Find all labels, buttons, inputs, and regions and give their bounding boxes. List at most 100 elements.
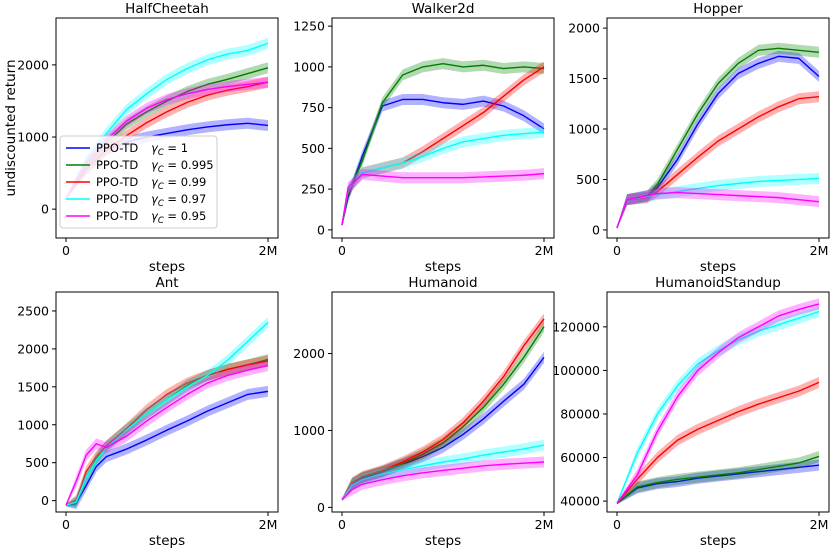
series-line-3 [341,131,545,226]
y-axis-label: undiscounted return [3,60,19,197]
panel-title: Walker2d [412,1,475,17]
y-tick-label: 1250 [293,19,325,34]
series-band-3 [66,316,268,508]
series-band-3 [342,126,544,227]
panel-ant: Ant 0 500 1000 1500 2000 2500 0 2M steps [17,275,279,549]
panel-title: Humanoid [408,275,477,291]
series-line-2 [616,96,820,229]
x-axis-label: steps [700,533,736,549]
series-band-2 [617,376,819,505]
y-tick-label: 1000 [568,122,600,137]
y-tick-label: 500 [25,455,49,470]
x-tick-label: 2M [535,243,554,258]
series-band-2 [66,76,268,200]
series-band-0 [342,93,544,227]
legend-method-label: PPO-TD [96,175,138,189]
y-tick-label: 1000 [293,423,325,438]
series-band-3 [66,37,268,200]
legend-item: PPO-TD γC = 1 [66,141,188,158]
y-tick-label: 2500 [17,303,49,318]
panel-title: Ant [155,275,178,291]
series-line-4 [341,172,545,226]
x-tick-label: 2M [535,517,554,532]
legend: PPO-TD γC = 1 PPO-TD γC = 0.995 PPO-TD γC = 0… [59,135,218,229]
axes-frame [606,291,830,513]
series-band-4 [342,168,544,227]
y-tick-label: 2000 [568,21,600,36]
series-band-0 [342,351,544,501]
series-band-4 [342,456,544,501]
legend-method-label: PPO-TD [96,209,138,223]
y-tick-label: 2000 [293,346,325,361]
legend-method-label: PPO-TD [96,158,138,172]
y-tick-label: 500 [576,172,600,187]
panel-title: Hopper [693,1,743,17]
series-band-4 [617,187,819,230]
y-tick-label: 1000 [293,59,325,74]
x-axis-label: steps [700,259,736,275]
series-line-0 [341,98,545,226]
legend-gamma-label: γC = 0.97 [151,192,206,209]
axes-frame [55,17,279,239]
x-tick-label: 0 [613,243,621,258]
x-axis-label: steps [149,533,185,549]
series-band-1 [66,354,268,508]
legend-gamma-label: γC = 0.95 [151,209,206,226]
x-axis-label: steps [425,259,461,275]
x-tick-label: 0 [613,517,621,532]
series-band-0 [66,385,268,510]
series-band-1 [66,62,268,200]
series-group [65,316,269,510]
series-band-3 [617,172,819,230]
x-tick-label: 0 [62,517,70,532]
x-tick-label: 0 [338,243,346,258]
legend-item: PPO-TD γC = 0.995 [66,158,214,175]
axes-frame [606,17,830,239]
y-tick-label: 1000 [17,417,49,432]
y-tick-label: 0 [592,222,600,237]
series-band-3 [342,439,544,501]
x-tick-label: 2M [810,243,829,258]
panel-title: HalfCheetah [125,1,209,17]
series-band-4 [66,360,268,507]
axes-frame [331,291,555,513]
y-tick-label: 500 [301,141,325,156]
legend-gamma-label: γC = 0.995 [151,158,214,175]
y-tick-label: 2000 [17,341,49,356]
panel-humanoidstandup: HumanoidStandup 40000 60000 80000 100000 1200… [552,275,830,549]
y-tick-label: 60000 [560,450,600,465]
panel-title: HumanoidStandup [655,275,781,291]
series-band-3 [617,306,819,505]
legend-item: PPO-TD γC = 0.99 [66,175,206,192]
legend-method-label: PPO-TD [96,141,138,155]
x-tick-label: 2M [810,517,829,532]
y-tick-label: 120000 [552,319,600,334]
legend-method-label: PPO-TD [96,192,138,206]
x-tick-label: 0 [62,243,70,258]
x-axis-label: steps [425,533,461,549]
x-axis-label: steps [149,259,185,275]
series-band-2 [342,313,544,501]
series-line-1 [341,62,545,226]
series-band-0 [66,117,268,200]
panel-walker2d: Walker2d 0 250 500 750 1000 1250 0 2M steps [293,1,555,275]
legend-item: PPO-TD γC = 0.95 [66,209,206,226]
series-line-4 [616,191,820,229]
y-tick-label: 250 [301,182,325,197]
panel-humanoid: Humanoid 0 1000 2000 0 2M steps [293,275,555,549]
legend-gamma-label: γC = 0.99 [151,175,206,192]
x-tick-label: 2M [259,517,278,532]
y-tick-label: 0 [317,500,325,515]
legend-gamma-label: γC = 1 [151,141,188,158]
y-tick-label: 1500 [17,379,49,394]
legend-box [59,135,218,229]
y-tick-label: 0 [41,202,49,217]
series-band-2 [617,91,819,230]
y-tick-label: 100000 [552,363,600,378]
series-band-1 [342,321,544,501]
series-band-2 [342,61,544,227]
series-band-1 [617,450,819,505]
axes-frame [55,291,279,513]
y-tick-label: 1000 [17,130,49,145]
